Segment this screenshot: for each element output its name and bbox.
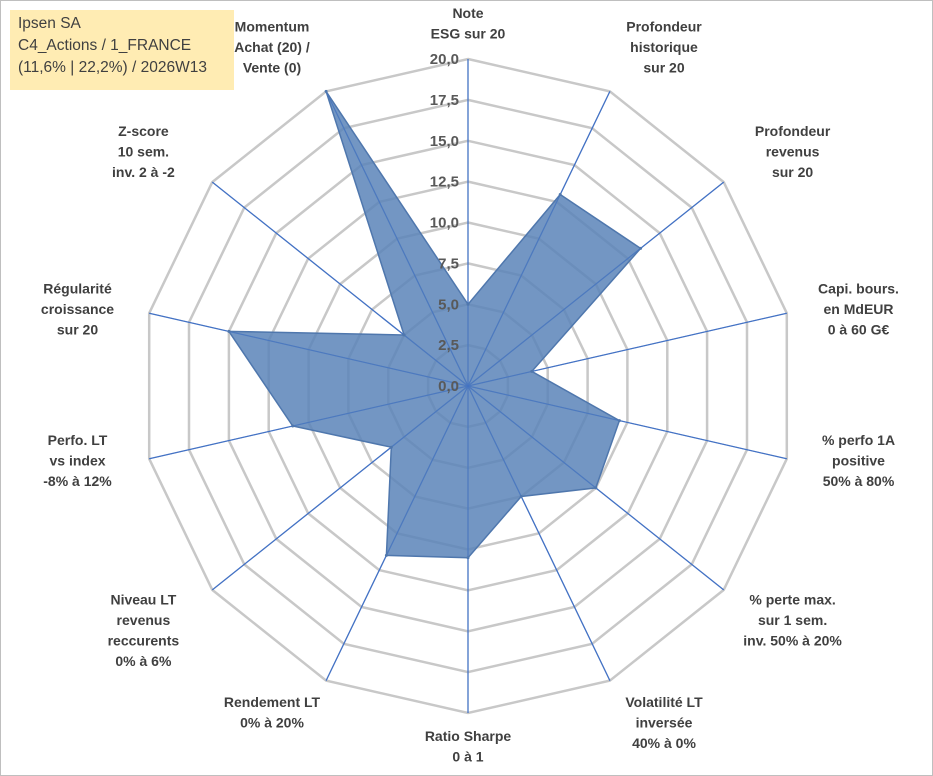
axis-label-line: historique <box>630 39 698 55</box>
axis-label-line: 0 à 1 <box>452 749 483 765</box>
tick-label: 17,5 <box>430 92 459 109</box>
axis-label: Profondeur historique sur 20 <box>626 18 702 75</box>
axis-label-line: Note <box>452 5 483 21</box>
data-series-area <box>227 90 642 559</box>
axis-spoke-overlay <box>467 385 787 460</box>
axis-spoke-overlay <box>149 312 469 387</box>
axis-label-line: 40% à 0% <box>632 735 696 751</box>
data-point <box>594 486 598 490</box>
company-name: Ipsen SA <box>18 15 81 32</box>
data-point <box>384 553 388 557</box>
data-point <box>389 445 393 449</box>
data-point <box>617 419 621 423</box>
axis-label: Momentum Achat (20) / Vente (0) <box>234 18 310 75</box>
axis-spoke-overlay <box>467 312 787 387</box>
tick-label: 15,0 <box>430 133 459 150</box>
data-point <box>466 302 470 306</box>
axis-spoke-overlay <box>325 385 469 681</box>
data-point <box>402 333 406 337</box>
axis-spoke-overlay <box>467 91 611 387</box>
axis-spoke-overlay <box>467 181 725 387</box>
axis-label: Niveau LT revenus reccurents 0% à 6% <box>108 592 180 670</box>
tick-label: 5,0 <box>438 296 459 313</box>
info-box: Ipsen SA C4_Actions / 1_FRANCE (11,6% | … <box>10 10 234 90</box>
axis-spoke-overlay <box>149 385 469 460</box>
axis-label: Régularité croissance sur 20 <box>41 280 114 337</box>
tick-label: 0,0 <box>438 378 459 395</box>
axis-label-line: Capi. bours. <box>818 280 899 296</box>
axis-label-line: positive <box>832 453 885 469</box>
axis-label-line: revenus <box>117 612 171 628</box>
axis-label: % perte max. sur 1 sem. inv. 50% à 20% <box>743 592 842 649</box>
axis-label-line: 50% à 80% <box>823 473 895 489</box>
tick-label: 12,5 <box>430 174 459 191</box>
axis-label-line: sur 20 <box>57 321 98 337</box>
category-label: C4_Actions / 1_FRANCE <box>18 37 192 54</box>
axis-label: Rendement LT 0% à 20% <box>224 694 321 731</box>
axis-label: Perfo. LT vs index -8% à 12% <box>43 432 112 489</box>
tick-label: 10,0 <box>430 215 459 232</box>
data-point <box>639 246 643 250</box>
axis-label-line: inversée <box>636 715 693 731</box>
data-point <box>530 369 534 373</box>
axis-label: Z-score 10 sem. inv. 2 à -2 <box>112 123 175 180</box>
axis-label-line: 0% à 20% <box>240 715 304 731</box>
axis-label: Ratio Sharpe 0 à 1 <box>425 728 512 765</box>
axis-label-line: Vente (0) <box>243 59 301 75</box>
axis-label-line: en MdEUR <box>824 301 894 317</box>
stats-label: (11,6% | 22,2%) / 2026W13 <box>18 59 207 76</box>
axis-label-line: Profondeur <box>626 18 702 34</box>
axis-label-line: inv. 50% à 20% <box>743 633 842 649</box>
axis-label: Volatilité LT inversée 40% à 0% <box>625 694 703 751</box>
axis-label-line: 0 à 60 G€ <box>828 321 890 337</box>
axis-spoke-overlay <box>211 385 469 591</box>
axis-label-line: revenus <box>766 143 820 159</box>
axis-label-line: sur 1 sem. <box>758 612 827 628</box>
axis-label-line: Z-score <box>118 123 169 139</box>
axis-label-line: Rendement LT <box>224 694 321 710</box>
axis-label-line: sur 20 <box>643 59 684 75</box>
axis-label-line: Régularité <box>43 280 112 296</box>
axis-label-line: 0% à 6% <box>115 653 172 669</box>
axis-label: Capi. bours. en MdEUR 0 à 60 G€ <box>818 280 899 337</box>
data-point <box>227 329 231 333</box>
axis-label-line: Profondeur <box>755 123 831 139</box>
axis-label-line: 10 sem. <box>118 143 169 159</box>
data-point <box>291 424 295 428</box>
axis-label-line: Niveau LT <box>110 592 176 608</box>
axis-label-line: Momentum <box>235 18 310 34</box>
tick-label: 20,0 <box>430 51 459 68</box>
axis-label-line: inv. 2 à -2 <box>112 164 175 180</box>
tick-label: 7,5 <box>438 255 459 272</box>
axis-spoke-overlay <box>325 91 469 387</box>
axis-spoke-overlay <box>211 181 469 387</box>
data-point <box>466 556 470 560</box>
axis-label: % perfo 1A positive 50% à 80% <box>822 432 895 489</box>
axis-label-line: % perfo 1A <box>822 432 895 448</box>
axis-spoke-overlay <box>467 385 611 681</box>
axis-label: Profondeur revenus sur 20 <box>755 123 831 180</box>
axis-label-line: Volatilité LT <box>625 694 703 710</box>
axis-label-line: vs index <box>49 453 105 469</box>
data-point <box>324 89 328 93</box>
axis-label-line: reccurents <box>108 633 180 649</box>
axis-label-line: Achat (20) / <box>234 39 310 55</box>
axis-label-line: croissance <box>41 301 114 317</box>
axis-label-line: -8% à 12% <box>43 473 112 489</box>
data-point <box>558 193 562 196</box>
data-point <box>519 495 523 498</box>
axis-label-line: ESG sur 20 <box>431 26 506 42</box>
tick-label: 2,5 <box>438 337 459 354</box>
axis-label-line: Perfo. LT <box>48 432 108 448</box>
axis-label: Note ESG sur 20 <box>431 5 506 42</box>
axis-label-line: Ratio Sharpe <box>425 728 512 744</box>
axis-label-line: % perte max. <box>749 592 835 608</box>
axis-label-line: sur 20 <box>772 164 813 180</box>
